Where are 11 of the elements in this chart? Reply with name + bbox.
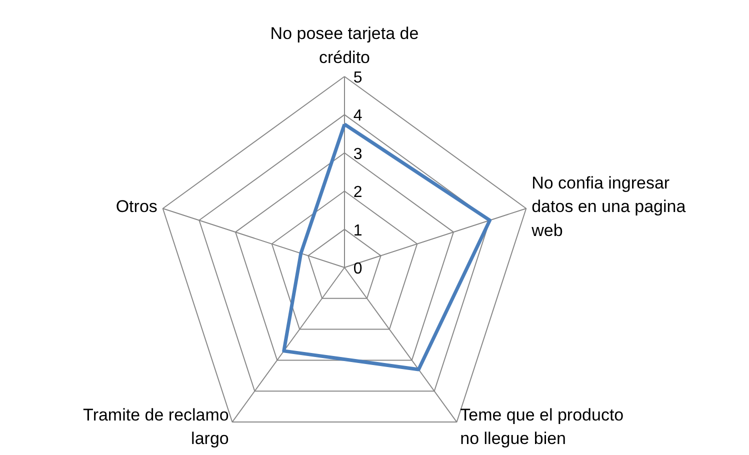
y-tick-label: 4: [353, 108, 362, 125]
spoke-label: No posee tarjeta de crédito: [270, 24, 419, 67]
y-tick-label: 1: [353, 222, 362, 240]
y-tick-label: 2: [353, 184, 362, 202]
y-tick-label: 5: [353, 70, 362, 86]
y-tick-label: 0: [353, 260, 362, 278]
spoke-label: No confia ingresar datos en una pagina web: [530, 173, 686, 240]
y-tick-label: 3: [353, 146, 362, 163]
spoke-label: Otros: [116, 197, 158, 216]
spoke-label: Teme que el producto no llegue bien: [460, 405, 624, 448]
spoke-label: Tramite de reclamo largo: [83, 405, 229, 448]
